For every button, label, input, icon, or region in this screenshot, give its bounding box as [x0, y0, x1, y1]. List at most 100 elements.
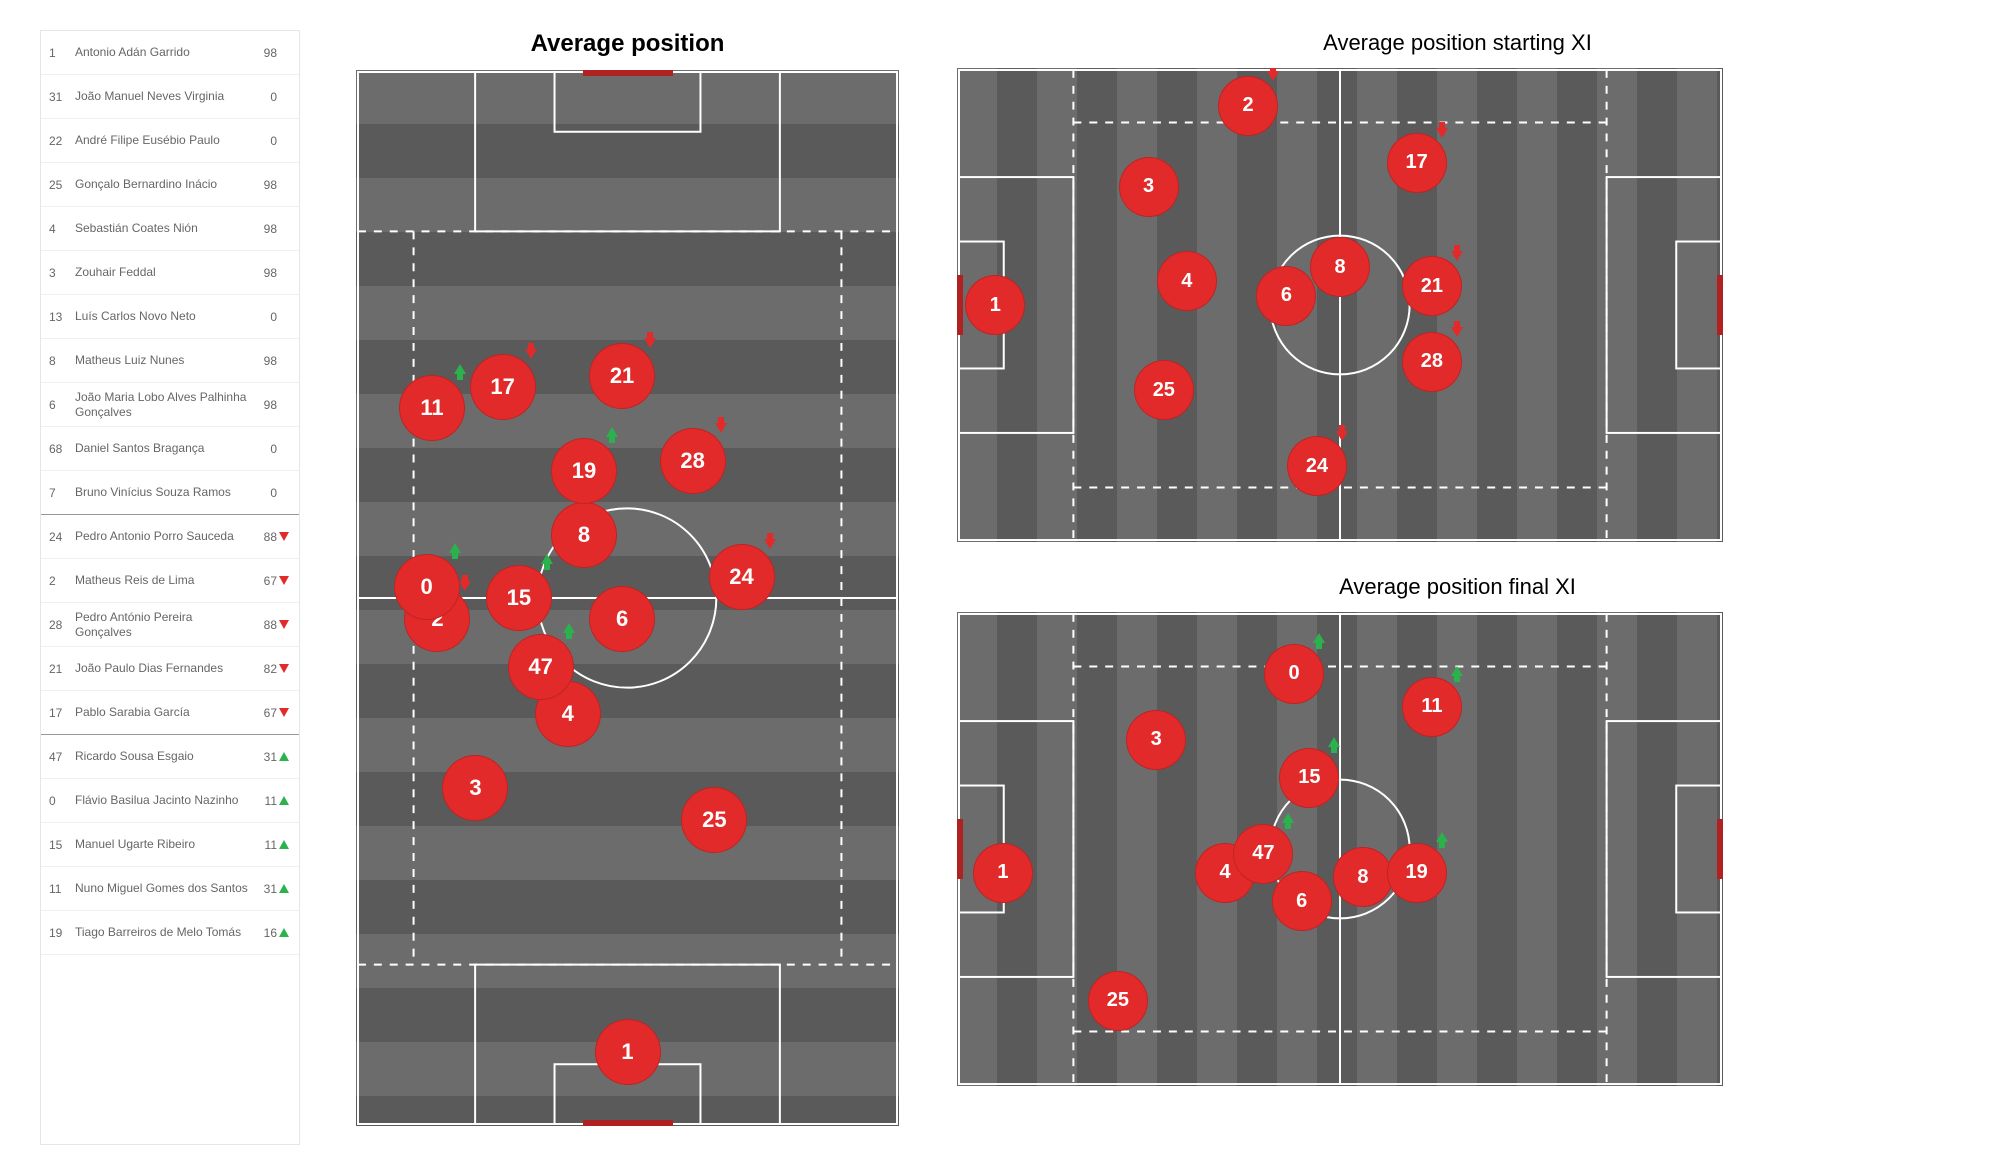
- player-marker: 15: [486, 565, 552, 631]
- player-name: Sebastián Coates Nión: [75, 221, 251, 236]
- sub-arrow-icon: [277, 662, 291, 676]
- table-row: 68Daniel Santos Bragança0: [41, 427, 299, 471]
- player-minutes: 67: [251, 706, 277, 720]
- player-number: 2: [49, 574, 75, 588]
- player-number: 4: [49, 222, 75, 236]
- main-pitch-title: Average position: [531, 30, 725, 58]
- sub-on-arrow-icon: [449, 543, 461, 553]
- table-row: 25Gonçalo Bernardino Inácio98: [41, 163, 299, 207]
- table-row: 4Sebastián Coates Nión98: [41, 207, 299, 251]
- player-marker: 17: [1387, 133, 1447, 193]
- player-number: 15: [49, 838, 75, 852]
- player-number: 25: [49, 178, 75, 192]
- player-minutes: 16: [251, 926, 277, 940]
- player-marker: 2: [1218, 76, 1278, 136]
- table-row: 13Luís Carlos Novo Neto0: [41, 295, 299, 339]
- player-name: Daniel Santos Bragança: [75, 441, 251, 456]
- player-name: Pedro Antonio Porro Sauceda: [75, 529, 251, 544]
- final-xi-block: Average position final XI: [955, 574, 1960, 1088]
- player-name: Ricardo Sousa Esgaio: [75, 749, 251, 764]
- goal-marker-bottom: [583, 1120, 673, 1128]
- goal-marker-right: [1717, 819, 1725, 879]
- player-minutes: 0: [251, 90, 277, 104]
- player-number: 1: [49, 46, 75, 60]
- sub-arrow-icon: [277, 706, 291, 720]
- player-minutes: 0: [251, 134, 277, 148]
- player-name: André Filipe Eusébio Paulo: [75, 133, 251, 148]
- player-name: Gonçalo Bernardino Inácio: [75, 177, 251, 192]
- sub-on-arrow-icon: [1282, 813, 1294, 823]
- player-marker: 6: [1272, 871, 1332, 931]
- player-number: 6: [49, 398, 75, 412]
- player-marker: 25: [1088, 971, 1148, 1031]
- player-number: 17: [49, 706, 75, 720]
- player-name: João Paulo Dias Fernandes: [75, 661, 251, 676]
- sub-arrow-icon: [277, 838, 291, 852]
- player-minutes: 31: [251, 882, 277, 896]
- player-marker: 47: [508, 634, 574, 700]
- player-marker: 11: [1402, 677, 1462, 737]
- table-row: 6João Maria Lobo Alves Palhinha Gonçalve…: [41, 383, 299, 427]
- player-marker: 24: [1287, 436, 1347, 496]
- player-minutes: 98: [251, 398, 277, 412]
- player-minutes: 98: [251, 46, 277, 60]
- sub-off-arrow-icon: [1267, 71, 1279, 81]
- player-name: Luís Carlos Novo Neto: [75, 309, 251, 324]
- player-number: 3: [49, 266, 75, 280]
- goal-marker-left: [955, 275, 963, 335]
- player-marker: 28: [1402, 332, 1462, 392]
- player-number: 8: [49, 354, 75, 368]
- table-row: 19Tiago Barreiros de Melo Tomás16: [41, 911, 299, 955]
- player-marker: 1: [595, 1019, 661, 1085]
- final-xi-title: Average position final XI: [955, 574, 1960, 600]
- player-marker: 21: [589, 343, 655, 409]
- table-row: 15Manuel Ugarte Ribeiro11: [41, 823, 299, 867]
- player-marker: 21: [1402, 256, 1462, 316]
- player-number: 0: [49, 794, 75, 808]
- main-pitch: 1253447620152481928111721: [354, 68, 901, 1128]
- player-marker: 28: [660, 428, 726, 494]
- player-number: 24: [49, 530, 75, 544]
- table-row: 47Ricardo Sousa Esgaio31: [41, 735, 299, 779]
- sub-off-arrow-icon: [1451, 251, 1463, 261]
- player-marker: 8: [1333, 847, 1393, 907]
- player-minutes: 31: [251, 750, 277, 764]
- player-number: 68: [49, 442, 75, 456]
- starting-xi-pitch: 1324256824172128: [955, 66, 1725, 544]
- player-marker: 3: [1126, 710, 1186, 770]
- table-row: 22André Filipe Eusébio Paulo0: [41, 119, 299, 163]
- player-minutes: 98: [251, 354, 277, 368]
- player-name: Tiago Barreiros de Melo Tomás: [75, 925, 251, 940]
- sub-arrow-icon: [277, 530, 291, 544]
- sub-arrow-icon: [277, 926, 291, 940]
- player-name: Antonio Adán Garrido: [75, 45, 251, 60]
- table-row: 24Pedro Antonio Porro Sauceda88: [41, 515, 299, 559]
- player-minutes: 98: [251, 178, 277, 192]
- player-table: 1Antonio Adán Garrido9831João Manuel Nev…: [40, 30, 300, 1145]
- player-minutes: 98: [251, 266, 277, 280]
- table-row: 1Antonio Adán Garrido98: [41, 31, 299, 75]
- sub-off-arrow-icon: [1336, 431, 1348, 441]
- player-name: Pedro António Pereira Gonçalves: [75, 610, 251, 640]
- table-row: 31João Manuel Neves Virginia0: [41, 75, 299, 119]
- goal-marker-top: [583, 68, 673, 76]
- sub-off-arrow-icon: [1436, 128, 1448, 138]
- player-name: Matheus Reis de Lima: [75, 573, 251, 588]
- player-marker: 11: [399, 375, 465, 441]
- sub-on-arrow-icon: [606, 427, 618, 437]
- player-minutes: 88: [251, 530, 277, 544]
- sub-off-arrow-icon: [459, 581, 471, 591]
- player-marker: 19: [1387, 843, 1447, 903]
- main-pitch-column: Average position: [340, 30, 915, 1145]
- sub-on-arrow-icon: [454, 364, 466, 374]
- sub-arrow-icon: [277, 618, 291, 632]
- sub-on-arrow-icon: [1436, 832, 1448, 842]
- player-number: 31: [49, 90, 75, 104]
- player-marker: 6: [1256, 266, 1316, 326]
- player-number: 47: [49, 750, 75, 764]
- player-number: 21: [49, 662, 75, 676]
- player-marker: 1: [965, 275, 1025, 335]
- player-minutes: 98: [251, 222, 277, 236]
- table-row: 21João Paulo Dias Fernandes82: [41, 647, 299, 691]
- goal-marker-right: [1717, 275, 1725, 335]
